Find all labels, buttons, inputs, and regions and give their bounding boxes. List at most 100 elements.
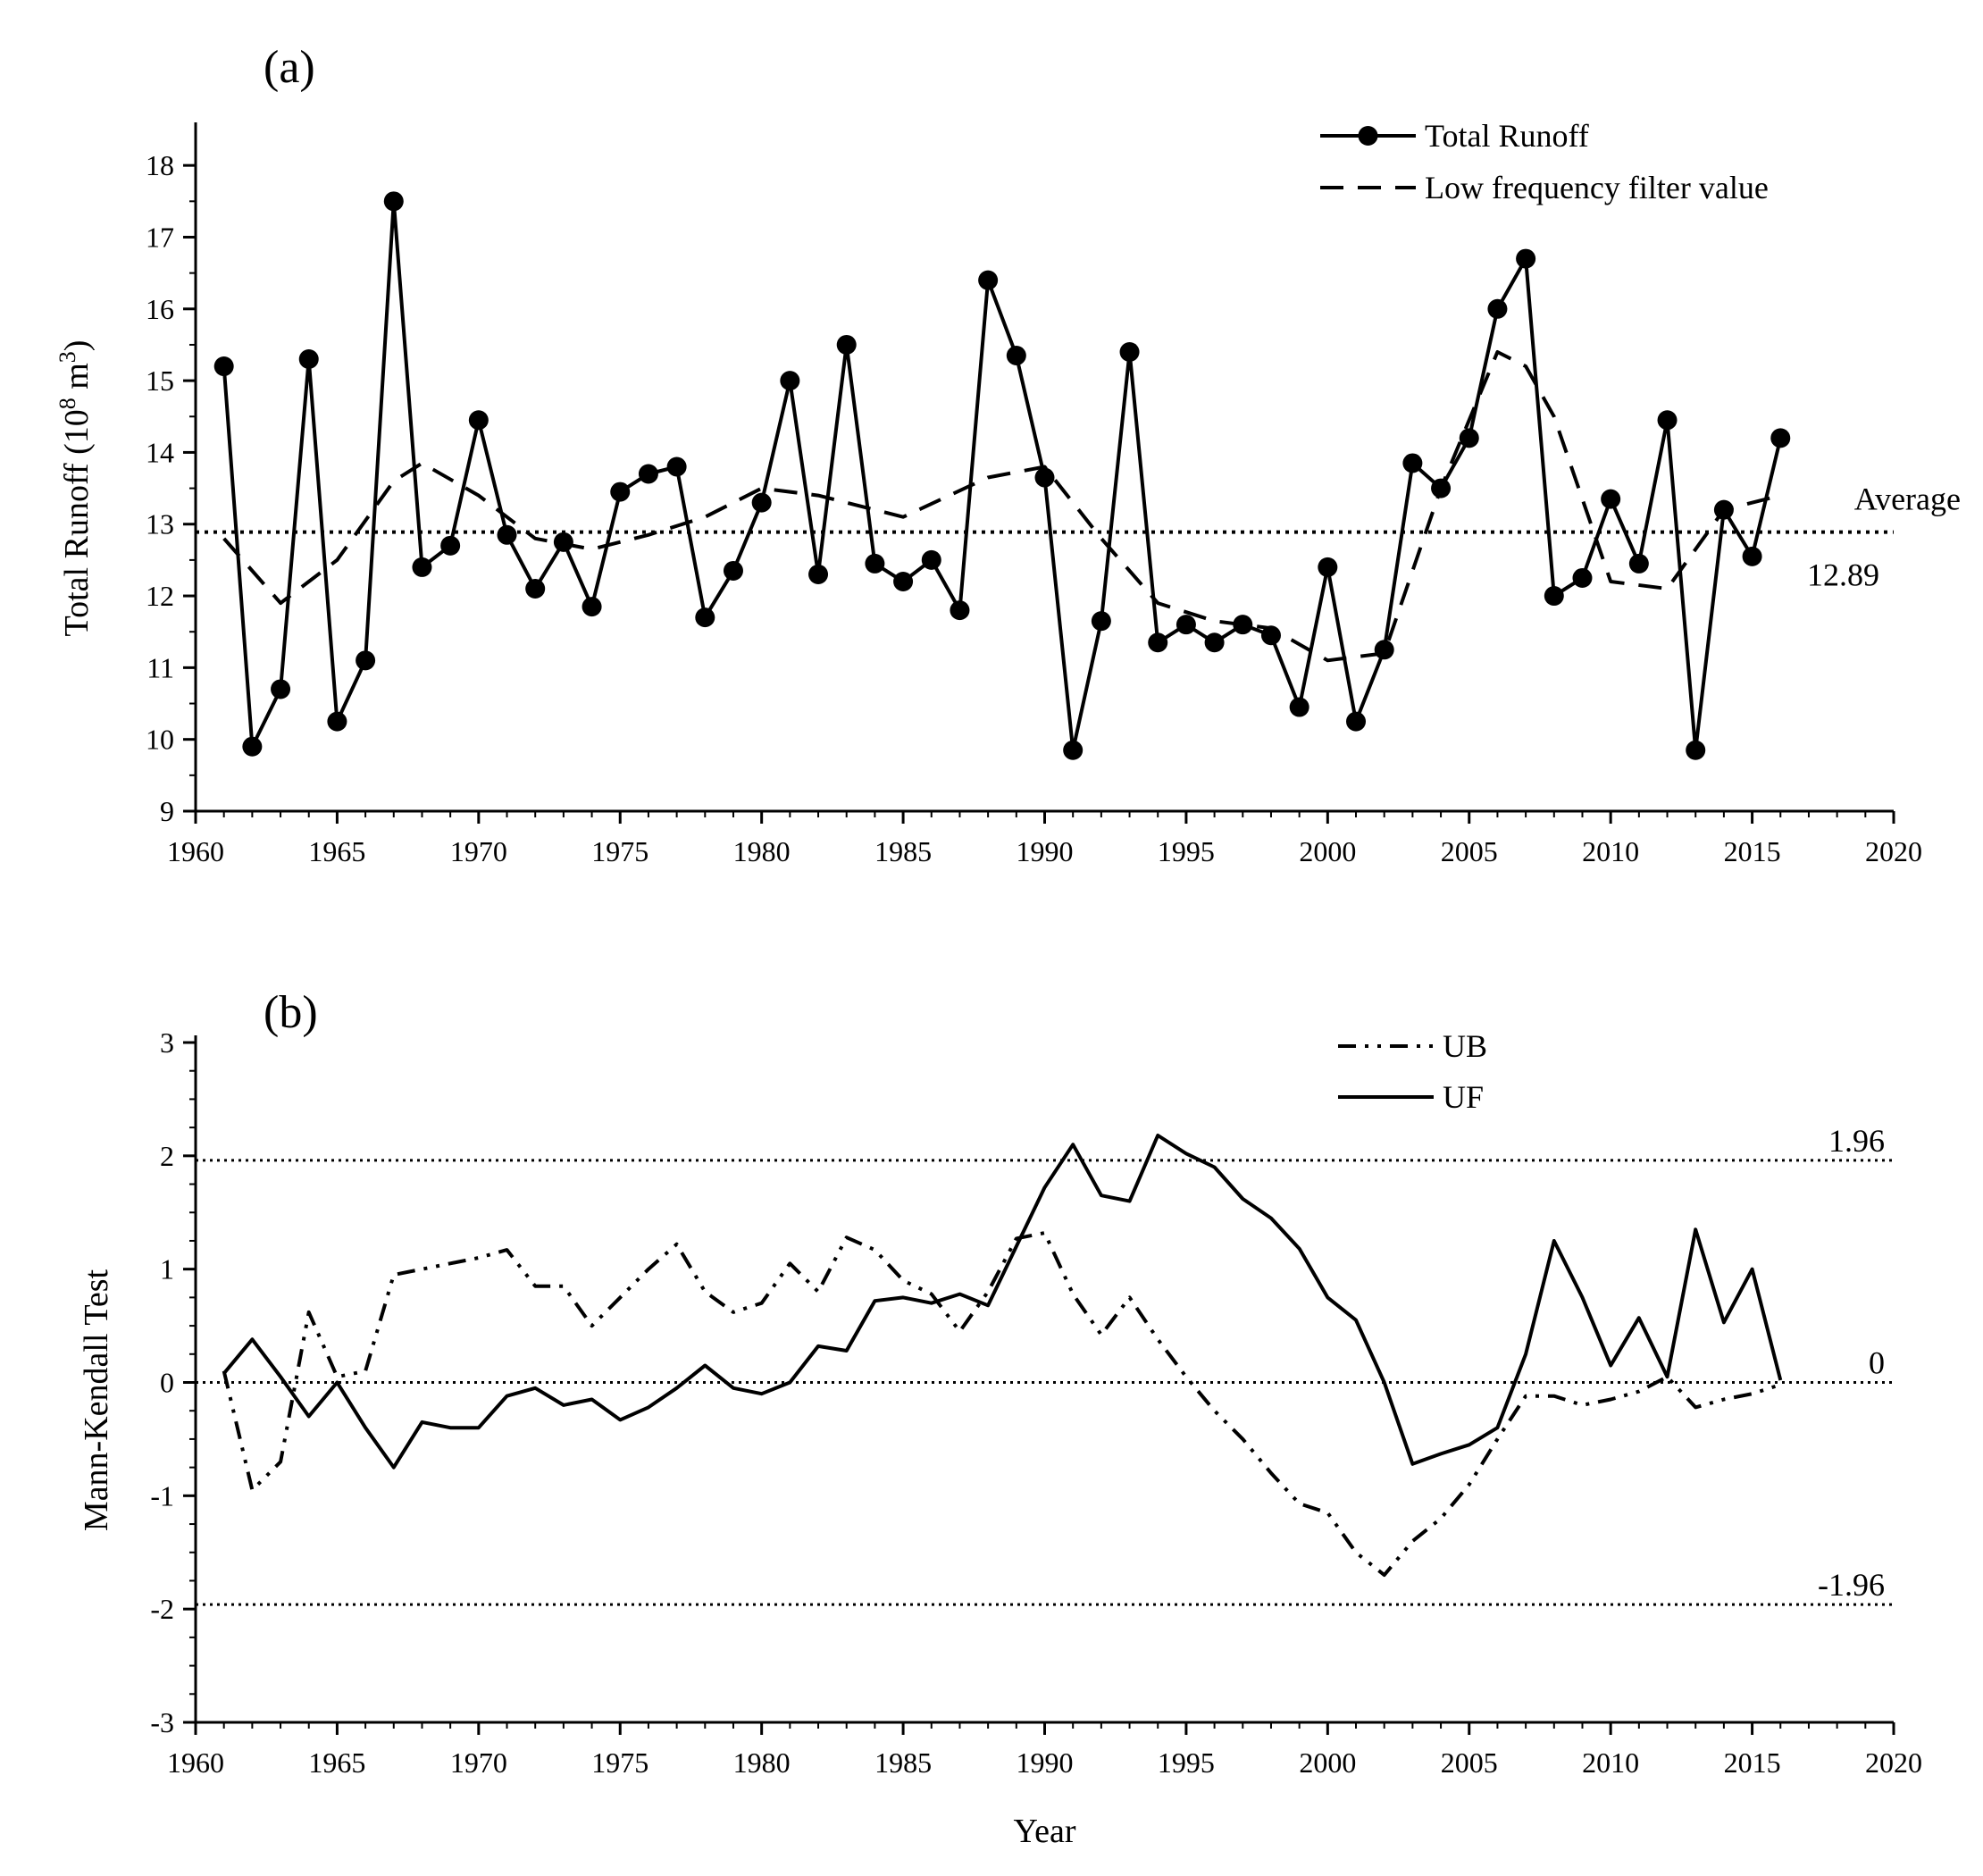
y-axis-title-part: ) [58, 340, 96, 352]
x-tick-label: 1990 [1017, 1746, 1074, 1779]
y-tick-label: 14 [146, 436, 174, 468]
data-point [610, 482, 631, 502]
y-tick-label: -2 [150, 1593, 174, 1625]
reference-line-label: -1.96 [1818, 1567, 1885, 1603]
data-point [836, 334, 857, 355]
reference-line-label: 0 [1869, 1345, 1885, 1381]
data-point [723, 560, 743, 581]
data-point [1601, 489, 1621, 509]
x-tick-label: 1980 [733, 835, 791, 867]
reference-line-label: 1.96 [1828, 1123, 1885, 1159]
y-tick-label: 1 [160, 1253, 174, 1286]
data-point [327, 711, 347, 732]
chart-b: 1960 1965 1970 1975 1980 1985 1990 1995 2000 2005… [78, 987, 1922, 1850]
x-tick-label: 1990 [1017, 835, 1074, 867]
data-point [1346, 711, 1367, 732]
y-tick-label: 16 [146, 293, 174, 325]
data-point [808, 564, 829, 584]
data-point [1657, 410, 1678, 431]
y-tick-label: 15 [146, 364, 174, 397]
data-point [213, 356, 234, 377]
series-line-uf [222, 1134, 1783, 1470]
data-point [695, 607, 715, 628]
data-point [1119, 341, 1140, 362]
data-point [1176, 615, 1196, 635]
data-point [1572, 567, 1593, 588]
legend-label: UB [1443, 1028, 1487, 1064]
y-tick-label: 10 [146, 724, 174, 756]
y-tick-label: 3 [160, 1026, 174, 1059]
x-tick-label: 1975 [591, 835, 648, 867]
data-point [1148, 632, 1168, 653]
legend-marker [1358, 126, 1378, 146]
x-tick-label: 1980 [733, 1746, 791, 1779]
data-point [1686, 740, 1706, 760]
legend-label: UF [1443, 1079, 1484, 1115]
data-point [1628, 553, 1649, 574]
x-tick-label: 1975 [591, 1746, 648, 1779]
chart-a: 1960 1965 1970 1975 1980 1985 1990 1995 2000 2005… [54, 42, 1961, 867]
data-point [751, 492, 772, 513]
average-label: Average [1854, 482, 1961, 517]
data-point [383, 191, 404, 212]
data-point [1289, 697, 1309, 717]
y-tick-label: 13 [146, 508, 174, 540]
data-point [1374, 640, 1394, 660]
x-tick-label: 1960 [167, 1746, 224, 1779]
x-tick-label: 1985 [874, 835, 932, 867]
y-axis-title-sup: 3 [54, 351, 80, 363]
x-tick-label: 2020 [1865, 1746, 1922, 1779]
y-axis-title-part: Total Runoff (10 [58, 409, 96, 636]
legend-label: Total Runoff [1425, 118, 1589, 154]
data-point [1742, 546, 1762, 566]
series-line-low-frequency-filter-value [222, 350, 1781, 663]
x-tick-label: 2020 [1865, 835, 1922, 867]
x-axis-title: Year [1013, 1813, 1075, 1850]
y-tick-label: 12 [146, 580, 174, 612]
data-point [525, 579, 546, 599]
y-tick-label: 9 [160, 795, 174, 827]
y-tick-label: 18 [146, 149, 174, 181]
panel-label: (a) [264, 42, 315, 93]
y-tick-label: 2 [160, 1140, 174, 1172]
y-axis-title-sup: 8 [54, 398, 80, 409]
data-point [1544, 586, 1564, 607]
series-line-ub [222, 1231, 1781, 1578]
data-point [412, 557, 432, 577]
data-point [356, 650, 376, 671]
data-point [780, 371, 800, 391]
x-tick-label: 2000 [1299, 835, 1356, 867]
x-tick-label: 2015 [1724, 835, 1781, 867]
x-tick-label: 1970 [450, 835, 507, 867]
data-point [298, 349, 319, 370]
x-tick-label: 1985 [874, 1746, 932, 1779]
data-point [666, 456, 687, 477]
data-point [242, 736, 263, 757]
panel-label: (b) [264, 987, 318, 1038]
x-tick-label: 2005 [1441, 835, 1498, 867]
y-tick-label: -1 [150, 1479, 174, 1512]
data-point [638, 464, 658, 484]
y-tick-label: -3 [150, 1706, 174, 1738]
x-tick-label: 1995 [1158, 1746, 1215, 1779]
y-tick-label: 0 [160, 1367, 174, 1399]
x-tick-label: 1965 [308, 835, 365, 867]
y-axis-title: Total Runoff (108 m3) [54, 340, 96, 637]
data-point [1063, 740, 1084, 760]
data-point [1402, 453, 1423, 473]
data-point [1318, 557, 1338, 577]
data-point [582, 597, 602, 617]
data-point [865, 553, 885, 574]
data-point [1204, 632, 1225, 653]
data-point [1770, 428, 1791, 448]
average-value: 12.89 [1807, 557, 1879, 593]
data-point [1091, 611, 1111, 632]
y-axis-title-part: m [58, 363, 96, 398]
data-point [1487, 298, 1508, 319]
x-tick-label: 2010 [1582, 1746, 1639, 1779]
x-tick-label: 2010 [1582, 835, 1639, 867]
data-point [468, 410, 489, 431]
x-tick-label: 2005 [1441, 1746, 1498, 1779]
y-tick-label: 11 [146, 651, 174, 683]
